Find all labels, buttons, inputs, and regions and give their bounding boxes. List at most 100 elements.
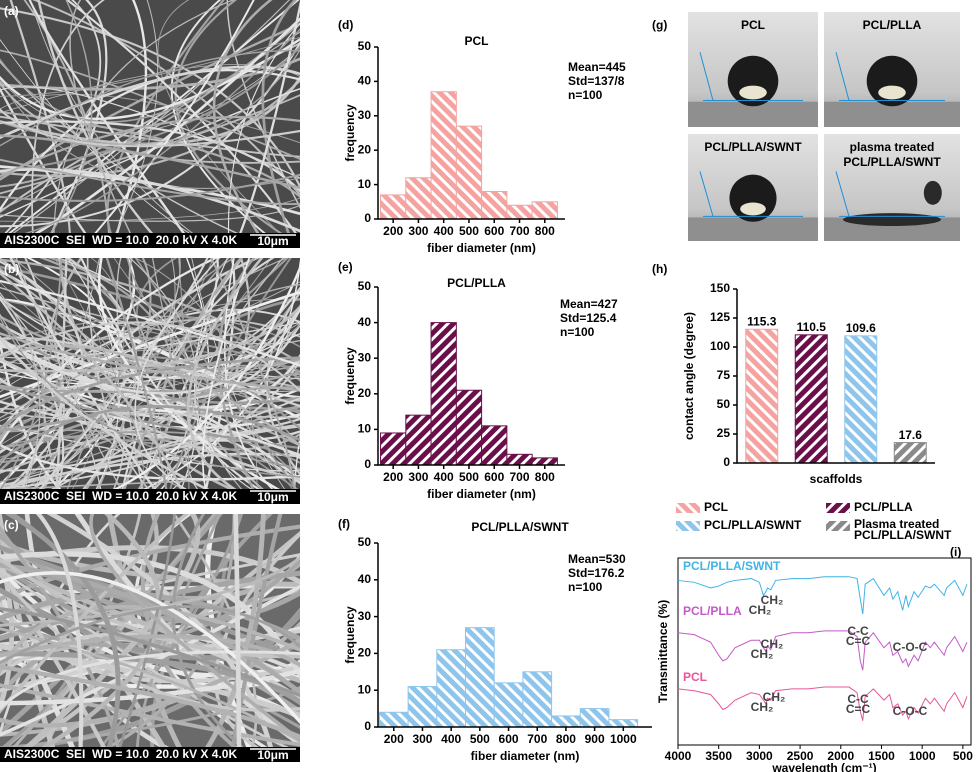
hist-bar [406, 415, 431, 465]
x-tick-label: 400 [434, 470, 454, 484]
hist-bar [408, 687, 437, 727]
x-tick-label: 500 [459, 470, 479, 484]
peak-annotation: C-O-C [893, 640, 928, 654]
y-tick-label: 20 [358, 386, 372, 400]
scale-label: 10μm [257, 490, 288, 504]
droplet-glint [878, 86, 906, 100]
peak-annotation: C=C [846, 702, 871, 716]
page: AIS2300C SEI WD = 10.0 20.0 kV X 4.0K 10μ… [0, 0, 976, 772]
sem-image [0, 494, 359, 772]
panel-label: (d) [338, 18, 353, 32]
x-axis-label: fiber diameter (nm) [427, 487, 536, 501]
x-axis-label: wavelength (cm⁻¹) [771, 761, 876, 772]
panel-label: (e) [338, 260, 353, 274]
sem-caption: AIS2300C SEI WD = 10.0 20.0 kV X 4.0K [4, 489, 237, 503]
x-tick-label: 600 [484, 470, 504, 484]
legend-label: PCL [704, 500, 728, 514]
x-tick-label: 600 [484, 224, 504, 238]
chart-title: PCL/PLLA/SWNT [471, 520, 569, 534]
legend-label: PCL/PLLA [854, 500, 913, 514]
hist-bar [532, 202, 557, 219]
bar [795, 335, 827, 463]
stats-annotation: Mean=445 [568, 60, 626, 74]
y-tick-label: 125 [710, 310, 730, 324]
x-tick-label: 300 [412, 732, 432, 746]
y-tick-label: 150 [710, 281, 730, 295]
photo-label: PCL/PLLA/SWNT [704, 140, 802, 154]
x-tick-label: 500 [953, 749, 973, 763]
x-tick-label: 700 [527, 732, 547, 746]
x-axis-label: fiber diameter (nm) [471, 749, 580, 763]
y-axis-label: frequency [343, 104, 357, 162]
x-tick-label: 200 [383, 224, 403, 238]
x-tick-label: 800 [535, 224, 555, 238]
value-label: 17.6 [899, 428, 923, 442]
y-tick-label: 40 [358, 315, 372, 329]
stats-annotation: Std=125.4 [560, 311, 617, 325]
y-axis-label: contact angle (degree) [682, 312, 696, 440]
x-tick-label: 500 [459, 224, 479, 238]
y-axis-label: frequency [343, 606, 357, 664]
photo-label: plasma treated [850, 140, 935, 154]
sem-image [0, 238, 352, 524]
hist-bar [523, 672, 552, 727]
bar [845, 336, 877, 463]
hist-bar [431, 92, 456, 219]
hist-bar [456, 390, 481, 465]
series-label: PCL/PLLA/SWNT [683, 559, 781, 573]
sem-image [0, 0, 358, 268]
hist-bar [466, 628, 495, 727]
series-label: PCL/PLLA [683, 604, 742, 618]
x-tick-label: 3000 [746, 749, 773, 763]
y-tick-label: 10 [358, 422, 372, 436]
x-tick-label: 300 [408, 224, 428, 238]
scale-label: 10μm [257, 234, 288, 248]
sem-caption: AIS2300C SEI WD = 10.0 20.0 kV X 4.0K [4, 747, 237, 761]
hist-bar [406, 178, 431, 219]
stats-annotation: Std=137/8 [568, 74, 625, 88]
y-tick-label: 50 [358, 39, 372, 53]
legend-swatch [676, 503, 700, 513]
legend-label: PCL/PLLA/SWNT [704, 518, 802, 532]
hist-bar [580, 709, 609, 727]
panel-label: (g) [652, 18, 667, 32]
panel-label: (b) [4, 262, 19, 276]
x-tick-label: 3500 [705, 749, 732, 763]
y-tick-label: 10 [358, 682, 372, 696]
hist-bar [609, 720, 638, 727]
x-tick-label: 900 [585, 732, 605, 746]
y-tick-label: 10 [358, 177, 372, 191]
y-tick-label: 30 [358, 609, 372, 623]
hist-bar [494, 683, 523, 727]
x-axis-label: scaffolds [810, 472, 863, 486]
stats-annotation: Std=176.2 [568, 566, 625, 580]
chart-title: PCL [465, 34, 489, 48]
y-axis-label: frequency [343, 347, 357, 405]
y-tick-label: 0 [364, 719, 371, 733]
x-tick-label: 4000 [665, 749, 692, 763]
hist-bar [532, 458, 557, 465]
y-tick-label: 50 [717, 397, 731, 411]
stats-annotation: n=100 [568, 580, 603, 594]
hist-bar [482, 426, 507, 465]
peak-annotation: C=C [846, 634, 871, 648]
bubble [924, 181, 942, 205]
y-tick-label: 50 [358, 279, 372, 293]
panel-label: (f) [338, 517, 350, 531]
y-tick-label: 30 [358, 108, 372, 122]
y-tick-label: 0 [723, 455, 730, 469]
peak-annotation: CH₂ [763, 690, 786, 704]
hist-bar [456, 126, 481, 219]
y-tick-label: 30 [358, 350, 372, 364]
value-label: 110.5 [797, 320, 827, 334]
stats-annotation: n=100 [560, 325, 595, 339]
x-tick-label: 800 [556, 732, 576, 746]
x-tick-label: 400 [441, 732, 461, 746]
x-tick-label: 500 [470, 732, 490, 746]
hist-bar [507, 205, 532, 219]
peak-annotation: CH₂ [761, 637, 784, 651]
x-tick-label: 200 [383, 470, 403, 484]
y-tick-label: 0 [364, 457, 371, 471]
stats-annotation: Mean=530 [568, 552, 626, 566]
hist-bar [379, 712, 408, 727]
